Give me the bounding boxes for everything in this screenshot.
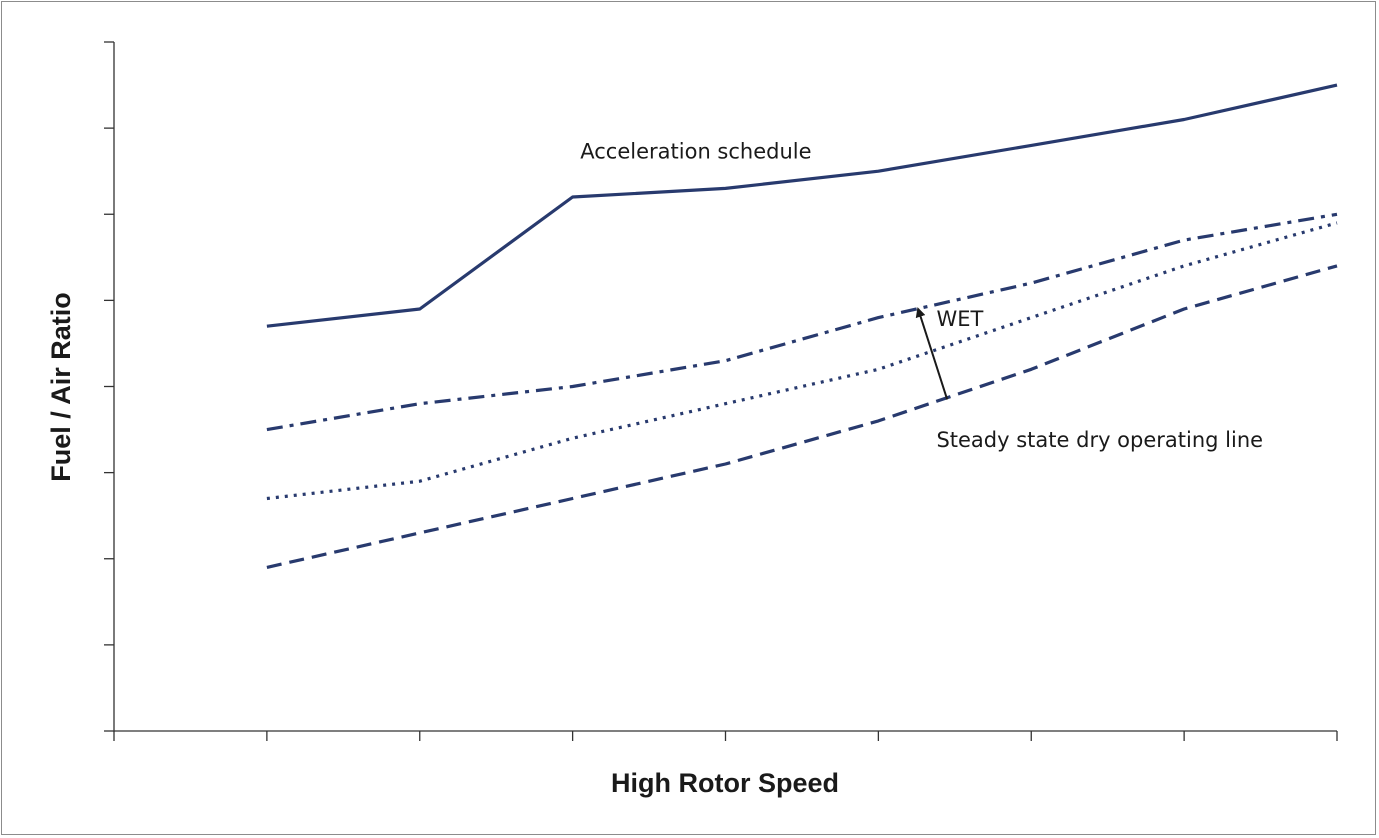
x-axis-title: High Rotor Speed [611, 768, 839, 798]
series-line-solid [266, 83, 1338, 328]
series-line-dashed [266, 264, 1338, 569]
series-line-dashdot [266, 212, 1338, 432]
wet-arrow [915, 307, 949, 400]
wet-label: WET [936, 307, 983, 331]
y-axis-title: Fuel / Air Ratio [46, 292, 76, 482]
series-line-dotted [266, 221, 1338, 501]
acceleration-label: Acceleration schedule [580, 139, 811, 163]
steady-state-label: Steady state dry operating line [936, 428, 1263, 452]
